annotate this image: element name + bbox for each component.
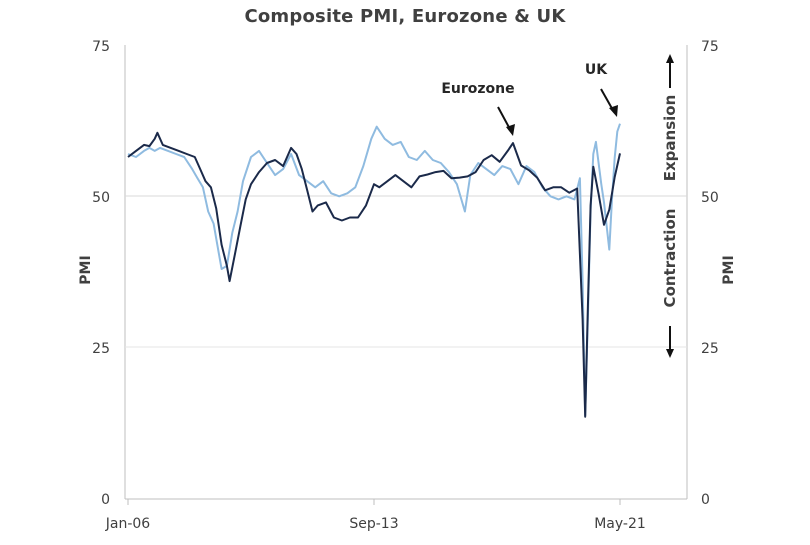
y-tick-right-0: 0: [701, 492, 710, 508]
annotation-eurozone-arrowhead: [506, 124, 515, 136]
x-tick-label-1: Sep-13: [349, 516, 398, 532]
y-tick-right-25: 25: [701, 341, 719, 357]
y-axis-label-right: PMI: [721, 255, 737, 284]
y-tick-left-75: 75: [92, 39, 110, 55]
annotation-eurozone-label: Eurozone: [441, 81, 514, 97]
chart-title: Composite PMI, Eurozone & UK: [244, 6, 566, 27]
y-tick-right-75: 75: [701, 39, 719, 55]
contraction-label: Contraction: [661, 209, 679, 308]
contraction-arrowhead: [666, 349, 674, 358]
series-line-eurozone: [127, 131, 621, 418]
series-line-uk: [127, 123, 621, 417]
y-tick-left-50: 50: [92, 190, 110, 206]
x-tick-label-2: May-21: [594, 516, 646, 532]
annotation-uk-arrowhead: [609, 105, 618, 117]
y-tick-right-50: 50: [701, 190, 719, 206]
expansion-label: Expansion: [661, 95, 679, 182]
y-tick-left-25: 25: [92, 341, 110, 357]
x-tick-label-0: Jan-06: [105, 516, 151, 532]
y-axis-label-left: PMI: [78, 255, 94, 284]
y-tick-left-0: 0: [101, 492, 110, 508]
expansion-arrowhead: [666, 54, 674, 63]
annotation-uk-label: UK: [585, 62, 608, 78]
